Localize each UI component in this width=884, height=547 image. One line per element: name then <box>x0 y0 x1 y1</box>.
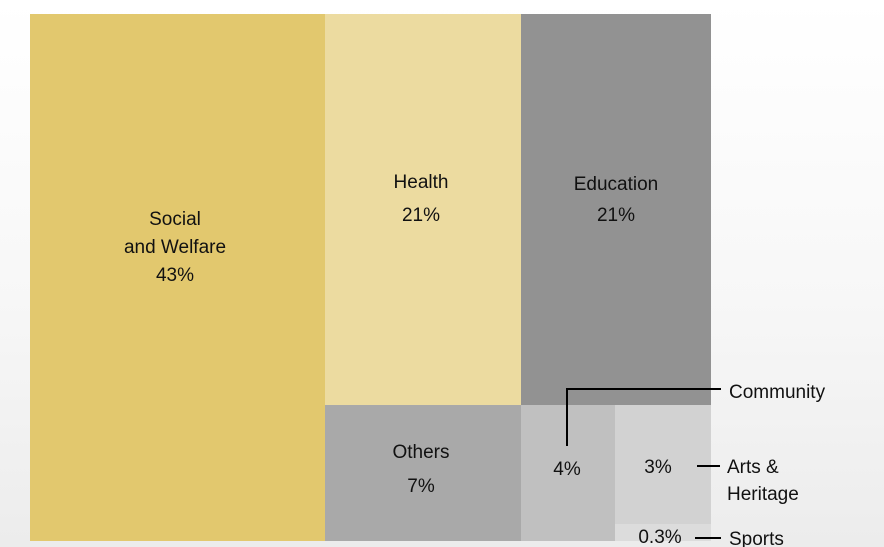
cell-label-social-and-welfare: Social <box>149 209 201 230</box>
treemap-cell-health <box>325 14 521 405</box>
value-label-education: 21% <box>597 205 635 226</box>
outside-label-community: Community <box>729 382 826 403</box>
treemap-cell-arts-heritage <box>615 405 711 524</box>
outside-label-arts: Arts & <box>727 457 779 478</box>
value-label-arts-heritage: 3% <box>644 457 672 478</box>
value-label-social-and-welfare: 43% <box>156 265 194 286</box>
cell-label-education: Education <box>574 174 659 195</box>
cell-label-social-and-welfare: and Welfare <box>124 237 226 258</box>
treemap-cell-others <box>325 405 521 541</box>
treemap-cell-social-and-welfare <box>30 14 325 541</box>
value-label-health: 21% <box>402 205 440 226</box>
cell-label-health: Health <box>394 172 449 193</box>
cell-label-others: Others <box>392 442 449 463</box>
leader-line-community <box>566 388 721 446</box>
treemap-cell-education <box>521 14 711 405</box>
value-label-others: 7% <box>407 476 435 497</box>
value-label-sports: 0.3% <box>638 527 681 547</box>
value-label-community: 4% <box>553 459 581 480</box>
outside-label-heritage: Heritage <box>727 484 799 505</box>
treemap-cell-sports <box>615 524 711 541</box>
outside-label-sports: Sports <box>729 529 784 547</box>
